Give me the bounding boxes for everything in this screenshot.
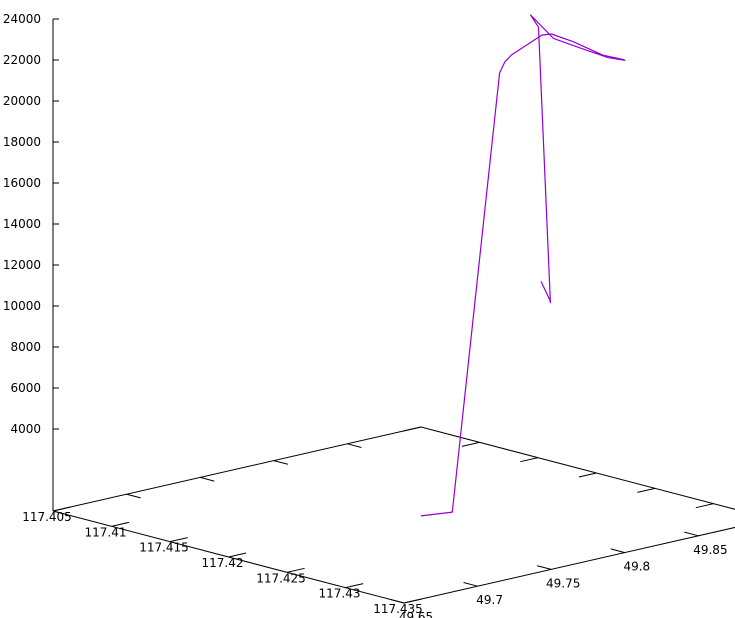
y-back-tick — [347, 443, 362, 448]
x-back-tick — [695, 503, 714, 509]
floor-back-right-line — [420, 426, 735, 510]
z-tick-label: 14000 — [3, 217, 41, 231]
z-tick-label: 18000 — [3, 135, 41, 149]
y-tick-label: 49.85 — [693, 543, 727, 557]
x-tick — [228, 552, 247, 558]
y-tick — [537, 565, 552, 570]
axes-group — [52, 19, 735, 604]
x-tick — [111, 521, 130, 527]
x-tick — [403, 598, 422, 604]
x-tick — [52, 506, 71, 512]
y-tick — [389, 598, 405, 604]
x-tick — [286, 567, 305, 573]
z-tick-label: 16000 — [3, 176, 41, 190]
floor-back-left-line — [52, 426, 422, 512]
y-tick-label: 49.8 — [623, 560, 650, 574]
x-back-tick — [403, 426, 422, 432]
z-tick-label: 22000 — [3, 53, 41, 67]
z-tick-label: 10000 — [3, 299, 41, 313]
z-tick-label: 6000 — [10, 381, 41, 395]
z-tick-label: 12000 — [3, 258, 41, 272]
x-back-tick — [520, 457, 539, 463]
x-tick-label: 117.415 — [139, 541, 189, 555]
z-tick-label: 4000 — [10, 422, 41, 436]
x-back-tick — [637, 487, 656, 493]
y-tick-label: 49.65 — [399, 610, 433, 618]
x-back-tick — [461, 441, 480, 447]
ticks-group — [52, 18, 714, 604]
series-group — [420, 14, 626, 517]
x-tick-label: 117.42 — [202, 556, 244, 570]
z-tick-label: 8000 — [10, 340, 41, 354]
series-line-0 — [420, 14, 626, 517]
x-tick-label: 117.425 — [256, 571, 306, 585]
y-tick — [610, 548, 625, 554]
y-back-tick — [273, 460, 288, 465]
y-back-tick — [52, 510, 68, 516]
x-tick-label: 117.405 — [22, 510, 72, 524]
x-tick — [345, 583, 364, 589]
x-tick-label: 117.43 — [319, 587, 361, 601]
y-back-tick — [200, 476, 215, 482]
z-tick-label: 20000 — [3, 94, 41, 108]
tick-labels-group: 4000 6000 8000 10000 12000 14000 16000 18000 200… — [3, 12, 728, 618]
y-tick — [684, 531, 699, 537]
y-tick-label: 49.75 — [546, 576, 580, 590]
z-tick-label: 24000 — [3, 12, 41, 26]
y-axis-line — [403, 526, 735, 604]
y-back-tick — [126, 493, 141, 499]
y-tick — [463, 582, 478, 587]
x-back-tick — [578, 472, 597, 478]
x-tick — [169, 537, 188, 543]
x-tick-label: 117.435 — [373, 602, 423, 616]
y-tick-label: 49.7 — [476, 593, 503, 607]
x-tick-label: 117.41 — [85, 525, 127, 539]
